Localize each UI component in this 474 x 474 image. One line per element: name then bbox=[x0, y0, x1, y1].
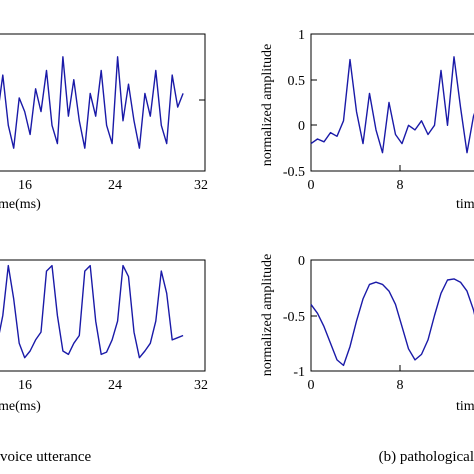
xtick-16-bottom: 16 bbox=[18, 378, 32, 393]
caption-right: (b) pathological bbox=[379, 449, 474, 465]
xtick-24-bottom: 24 bbox=[108, 378, 122, 393]
axes-frame-left-top bbox=[0, 33, 206, 172]
panel-right-top: 1 0.5 0 -0.5 0 8 tim normalized amplitud… bbox=[260, 28, 474, 212]
xtick-0: 0 bbox=[308, 178, 315, 193]
xlabel-right-bottom: tim bbox=[456, 399, 474, 414]
ytick-minus-0.5: -0.5 bbox=[283, 165, 305, 180]
xlabel-left-bottom: me(ms) bbox=[0, 399, 41, 414]
ytick-0: 0 bbox=[298, 119, 305, 134]
ytick-0-bottom: 0 bbox=[298, 254, 305, 269]
panel-left-bottom: 16 24 32 me(ms) bbox=[0, 259, 208, 414]
xtick-0-bottom: 0 bbox=[308, 378, 315, 393]
ytick-minus-1-bottom: -1 bbox=[293, 365, 305, 380]
xtick-32: 32 bbox=[194, 178, 208, 193]
xtick-32-bottom: 32 bbox=[194, 378, 208, 393]
xtick-8-bottom: 8 bbox=[397, 378, 404, 393]
ytick-1: 1 bbox=[298, 28, 305, 43]
caption-left: voice utterance bbox=[0, 449, 92, 465]
trace-right-top bbox=[310, 56, 474, 154]
ytick-0.5: 0.5 bbox=[288, 74, 306, 89]
panel-right-bottom: 0 -0.5 -1 0 8 tim normalized amplitude bbox=[260, 254, 474, 414]
xtick-8: 8 bbox=[397, 178, 404, 193]
trace-left-bottom bbox=[0, 264, 184, 359]
ylabel-right-top: normalized amplitude bbox=[260, 44, 275, 166]
ytick-minus-0.5-bottom: -0.5 bbox=[283, 310, 305, 325]
axes-frame-right-top bbox=[310, 33, 474, 172]
trace-left-top bbox=[0, 56, 184, 149]
trace-right-bottom bbox=[310, 278, 474, 367]
panel-left-top: 16 24 32 me(ms) bbox=[0, 33, 208, 212]
xtick-24: 24 bbox=[108, 178, 122, 193]
xlabel-left-top: me(ms) bbox=[0, 197, 41, 212]
xlabel-right-top: tim bbox=[456, 197, 474, 212]
axes-frame-left-bottom bbox=[0, 259, 206, 372]
ylabel-right-bottom: normalized amplitude bbox=[260, 254, 275, 376]
xtick-16: 16 bbox=[18, 178, 32, 193]
